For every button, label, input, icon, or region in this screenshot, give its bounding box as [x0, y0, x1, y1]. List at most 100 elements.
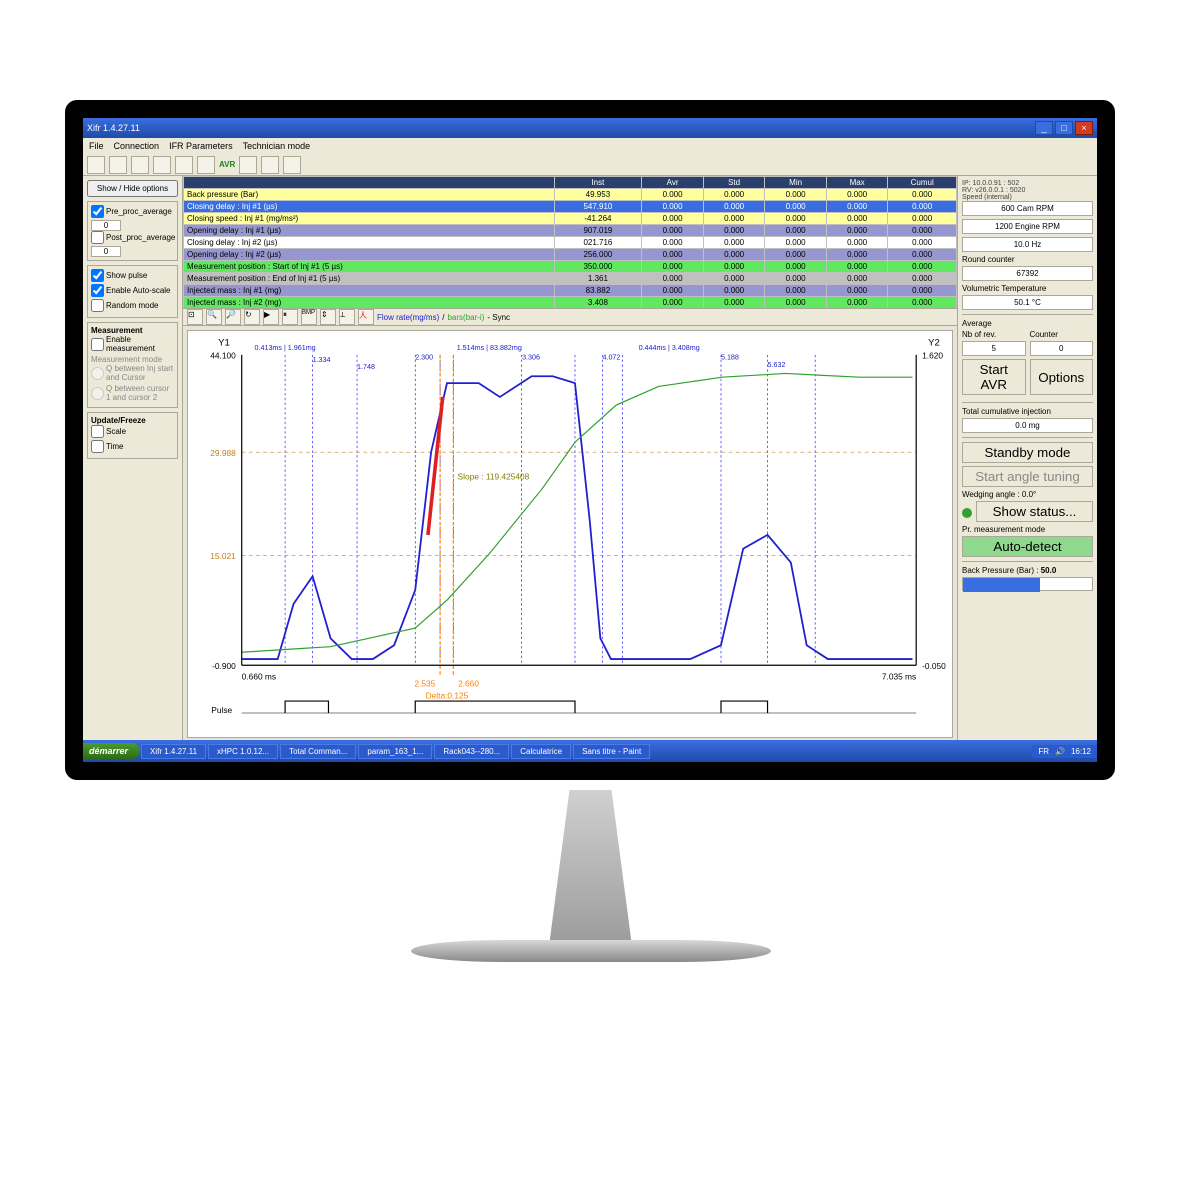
svg-text:4.072: 4.072	[602, 354, 620, 362]
menu-ifr-parameters[interactable]: IFR Parameters	[169, 141, 233, 151]
table-row[interactable]: Opening delay : Inj #2 (µs)256.0000.0000…	[184, 249, 957, 261]
q-option-1[interactable]: Q between Inj start and Cursor	[91, 364, 174, 382]
svg-text:2.300: 2.300	[415, 354, 433, 362]
svg-text:0.444ms | 3.408mg: 0.444ms | 3.408mg	[639, 344, 700, 352]
show-status-button[interactable]: Show status...	[976, 501, 1093, 522]
post-proc-average-checkbox[interactable]: Post_proc_average	[91, 231, 174, 244]
svg-text:Slope : 119.425408: Slope : 119.425408	[458, 472, 530, 482]
marker-icon[interactable]: 人	[358, 309, 374, 325]
start-avr-button[interactable]: Start AVR	[962, 359, 1026, 395]
menu-technician-mode[interactable]: Technician mode	[243, 141, 311, 151]
toolbar-btn-1[interactable]	[87, 156, 105, 174]
nb-rev-label: Nb of rev.	[962, 330, 1026, 339]
zoom-fit-icon[interactable]: ⊡	[187, 309, 203, 325]
svg-text:1.748: 1.748	[357, 363, 375, 371]
toolbar-btn-7[interactable]	[239, 156, 257, 174]
engine-rpm-field: 1200 Engine RPM	[962, 219, 1093, 234]
start-button[interactable]: démarrer	[83, 743, 140, 759]
taskbar-item[interactable]: Rack043--280...	[434, 744, 509, 759]
show-hide-options-button[interactable]: Show / Hide options	[87, 180, 178, 197]
bmp-export-icon[interactable]: BMP	[301, 309, 317, 325]
svg-text:7.035 ms: 7.035 ms	[882, 672, 916, 682]
counter-label: Counter	[1030, 330, 1094, 339]
left-options-panel: Show / Hide options Pre_proc_average Pos…	[83, 176, 183, 742]
svg-text:5.188: 5.188	[721, 354, 739, 362]
system-tray[interactable]: FR 🔊 16:12	[1032, 745, 1097, 758]
window-title: Xifr 1.4.27.11	[87, 123, 140, 133]
cursor-icon[interactable]: ⇕	[320, 309, 336, 325]
table-row[interactable]: Closing speed : Inj #1 (mg/ms²)-41.2640.…	[184, 213, 957, 225]
play-icon[interactable]: ▶	[263, 309, 279, 325]
minimize-button[interactable]: _	[1035, 121, 1053, 135]
standby-mode-button[interactable]: Standby mode	[962, 442, 1093, 463]
taskbar-item[interactable]: Total Comman...	[280, 744, 356, 759]
cum-inj-field: 0.0 mg	[962, 418, 1093, 433]
window-titlebar: Xifr 1.4.27.11 _ □ ×	[83, 118, 1097, 138]
toolbar-btn-5[interactable]	[175, 156, 193, 174]
zoom-in-icon[interactable]: 🔍	[206, 309, 222, 325]
svg-text:15.021: 15.021	[210, 551, 236, 561]
back-pressure-bar	[963, 578, 1040, 592]
table-row[interactable]: Injected mass : Inj #2 (mg)3.4080.0000.0…	[184, 297, 957, 309]
table-row[interactable]: Injected mass : Inj #1 (mg)83.8820.0000.…	[184, 285, 957, 297]
svg-text:-0.900: -0.900	[212, 661, 236, 671]
taskbar: démarrer Xifr 1.4.27.11xHPC 1.0.12...Tot…	[83, 740, 1097, 762]
menubar: File Connection IFR Parameters Technicia…	[83, 138, 1097, 154]
taskbar-item[interactable]: Sans titre - Paint	[573, 744, 650, 759]
svg-text:0.660 ms: 0.660 ms	[242, 672, 276, 682]
chart-plot[interactable]: Y1Y244.10029.98815.021-0.9001.620-0.0500…	[187, 330, 953, 738]
status-led-icon	[962, 508, 972, 518]
toolbar-btn-4[interactable]	[153, 156, 171, 174]
chart-toolbar: ⊡ 🔍 🔎 ↻ ▶ ⏸ BMP ⇕ ⟂ 人 Flow rate(mg/ms) /…	[183, 308, 957, 326]
language-indicator[interactable]: FR	[1038, 747, 1049, 756]
round-counter-field: 67392	[962, 266, 1093, 281]
svg-text:1.514ms | 83.882mg: 1.514ms | 83.882mg	[457, 344, 522, 352]
maximize-button[interactable]: □	[1055, 121, 1073, 135]
refresh-icon[interactable]: ↻	[244, 309, 260, 325]
taskbar-item[interactable]: Xifr 1.4.27.11	[141, 744, 206, 759]
toolbar-btn-2[interactable]	[109, 156, 127, 174]
table-row[interactable]: Closing delay : Inj #1 (µs)547.9100.0000…	[184, 201, 957, 213]
start-angle-tuning-button[interactable]: Start angle tuning	[962, 466, 1093, 487]
vol-temp-field: 50.1 °C	[962, 295, 1093, 310]
back-pressure-value: 50.0	[1041, 566, 1057, 575]
tray-icon[interactable]: 🔊	[1055, 747, 1065, 756]
menu-connection[interactable]: Connection	[114, 141, 160, 151]
toolbar-btn-3[interactable]	[131, 156, 149, 174]
data-grid[interactable]: InstAvrStdMinMaxCumulBack pressure (Bar)…	[183, 176, 957, 308]
pause-icon[interactable]: ⏸	[282, 309, 298, 325]
measurement-label: Measurement	[91, 326, 174, 335]
avr-indicator: AVR	[219, 160, 235, 169]
svg-text:2.535: 2.535	[414, 679, 435, 689]
time-checkbox[interactable]: Time	[91, 440, 174, 453]
taskbar-item[interactable]: param_163_1...	[358, 744, 432, 759]
table-row[interactable]: Closing delay : Inj #2 (µs)021.7160.0000…	[184, 237, 957, 249]
pre-proc-value[interactable]	[91, 220, 121, 231]
auto-detect-button[interactable]: Auto-detect	[962, 536, 1093, 557]
zoom-out-icon[interactable]: 🔎	[225, 309, 241, 325]
toolbar-btn-8[interactable]	[261, 156, 279, 174]
back-pressure-label: Back Pressure (Bar) :	[962, 566, 1038, 575]
close-button[interactable]: ×	[1075, 121, 1093, 135]
options-button[interactable]: Options	[1030, 359, 1094, 395]
table-row[interactable]: Back pressure (Bar)49.9530.0000.0000.000…	[184, 189, 957, 201]
menu-file[interactable]: File	[89, 141, 104, 151]
random-mode-checkbox[interactable]: Random mode	[91, 299, 174, 312]
taskbar-item[interactable]: Calculatrice	[511, 744, 571, 759]
ruler-icon[interactable]: ⟂	[339, 309, 355, 325]
vol-temp-label: Volumetric Temperature	[962, 284, 1093, 293]
enable-measurement-checkbox[interactable]: Enable measurement	[91, 335, 174, 353]
taskbar-item[interactable]: xHPC 1.0.12...	[208, 744, 278, 759]
toolbar-btn-9[interactable]	[283, 156, 301, 174]
table-row[interactable]: Measurement position : End of Inj #1 (5 …	[184, 273, 957, 285]
scale-checkbox[interactable]: Scale	[91, 425, 174, 438]
table-row[interactable]: Measurement position : Start of Inj #1 (…	[184, 261, 957, 273]
show-pulse-checkbox[interactable]: Show pulse	[91, 269, 174, 282]
toolbar-btn-6[interactable]	[197, 156, 215, 174]
auto-scale-checkbox[interactable]: Enable Auto-scale	[91, 284, 174, 297]
table-row[interactable]: Opening delay : Inj #1 (µs)907.0190.0000…	[184, 225, 957, 237]
q-option-2[interactable]: Q between cursor 1 and cursor 2	[91, 384, 174, 402]
pre-proc-average-checkbox[interactable]: Pre_proc_average	[91, 205, 174, 218]
freq-field: 10.0 Hz	[962, 237, 1093, 252]
post-proc-value[interactable]	[91, 246, 121, 257]
